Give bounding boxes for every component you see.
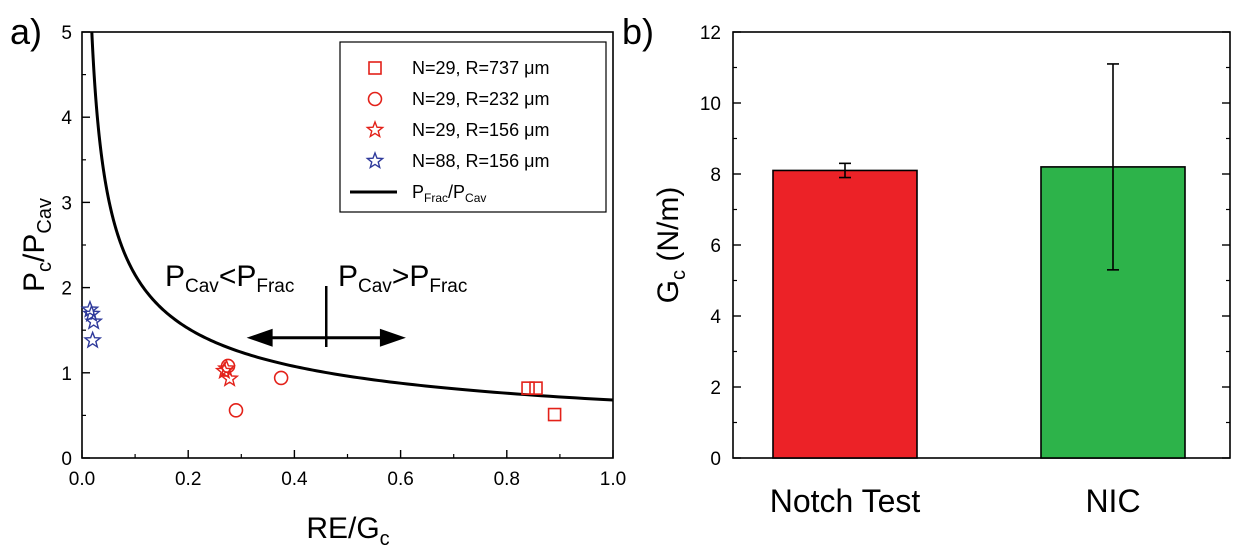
x-tick-label: 0.8 — [494, 469, 520, 490]
left-arrow-head — [246, 328, 273, 347]
bar-category-label-nic: NIC — [1085, 483, 1140, 519]
y-tick-label: 0 — [710, 449, 721, 470]
data-point-series-4 — [84, 311, 104, 330]
annotation-left-text: PCav<PFrac — [165, 260, 294, 297]
legend-marker-series-2 — [367, 91, 383, 107]
panel-a-axis-ticks: 0.0 0.2 0.4 0.6 0.8 1.0 0 1 2 3 4 5 — [61, 23, 626, 490]
legend-label-series-4: N=88, R=156 μm — [412, 151, 549, 171]
x-tick-label: 0.6 — [387, 469, 413, 490]
y-tick-label: 4 — [61, 108, 72, 129]
panel-b-y-axis-title: Gc (N/m) — [652, 187, 690, 304]
panel-b-axis-ticks: 0 2 4 6 8 10 12 — [700, 23, 1230, 470]
y-tick-label: 4 — [710, 307, 721, 328]
data-point-series-2 — [228, 402, 244, 418]
data-point-series-4 — [83, 330, 103, 349]
right-arrow-head — [379, 328, 406, 347]
x-tick-label: 0.4 — [281, 469, 308, 490]
x-tick-label: 1.0 — [600, 469, 626, 490]
panel-b-letter: b) — [622, 11, 654, 52]
y-tick-label: 1 — [61, 364, 72, 385]
y-tick-label: 2 — [61, 279, 72, 300]
y-tick-label: 6 — [710, 236, 721, 257]
legend-marker-series-4 — [365, 151, 385, 170]
x-tick-label: 0.2 — [175, 469, 201, 490]
bar-notch-test — [772, 169, 918, 459]
legend-label-curve: PFrac/PCav — [412, 182, 486, 205]
panel-b-bar-chart: 0 2 4 6 8 10 12 Notch Test NIC Gc (N/m) — [652, 23, 1231, 519]
annotation-arrows — [246, 286, 406, 347]
legend-marker-series-1 — [368, 61, 382, 75]
data-point-series-3 — [220, 368, 240, 387]
region-annotation: PCav<PFrac PCav>PFrac — [165, 260, 467, 347]
y-tick-label: 3 — [61, 193, 72, 214]
y-tick-label: 5 — [61, 23, 72, 44]
data-point-series-1 — [547, 407, 562, 422]
data-point-series-1 — [529, 381, 543, 395]
y-tick-label: 0 — [61, 449, 72, 470]
legend-markers — [365, 61, 385, 170]
data-point-series-2 — [273, 370, 289, 386]
y-tick-label: 8 — [710, 165, 721, 186]
panel-a-curve-group — [90, 31, 614, 402]
x-tick-label: 0.0 — [69, 469, 95, 490]
y-tick-label: 12 — [700, 23, 721, 44]
legend-label-series-3: N=29, R=156 μm — [412, 120, 549, 140]
curve-pfrac-over-pcav — [90, 31, 614, 402]
panel-a-letter: a) — [10, 11, 42, 52]
data-point-series-1 — [521, 381, 535, 395]
legend-label-series-2: N=29, R=232 μm — [412, 89, 549, 109]
legend-label-series-1: N=29, R=737 μm — [412, 58, 549, 78]
annotation-right-text: PCav>PFrac — [338, 260, 467, 297]
legend-marker-series-3 — [365, 120, 385, 139]
panel-b-bars — [772, 63, 1186, 459]
y-tick-label: 2 — [710, 378, 721, 399]
panel-a-x-axis-title: RE/Gc — [306, 512, 389, 550]
bar-category-label-notch-test: Notch Test — [770, 483, 921, 519]
y-tick-label: 10 — [700, 94, 721, 115]
panel-a-scatter-chart: 0.0 0.2 0.4 0.6 0.8 1.0 0 1 2 3 4 5 PCav<PFrac PCav… — [18, 23, 626, 550]
data-point-series-3 — [216, 358, 236, 377]
panel-a-legend: N=29, R=737 μm N=29, R=232 μm N=29, R=15… — [339, 41, 607, 213]
panel-a-data-points — [80, 299, 562, 422]
data-point-series-4 — [80, 299, 100, 318]
panel-a-y-axis-title: Pc/PCav — [18, 198, 56, 292]
